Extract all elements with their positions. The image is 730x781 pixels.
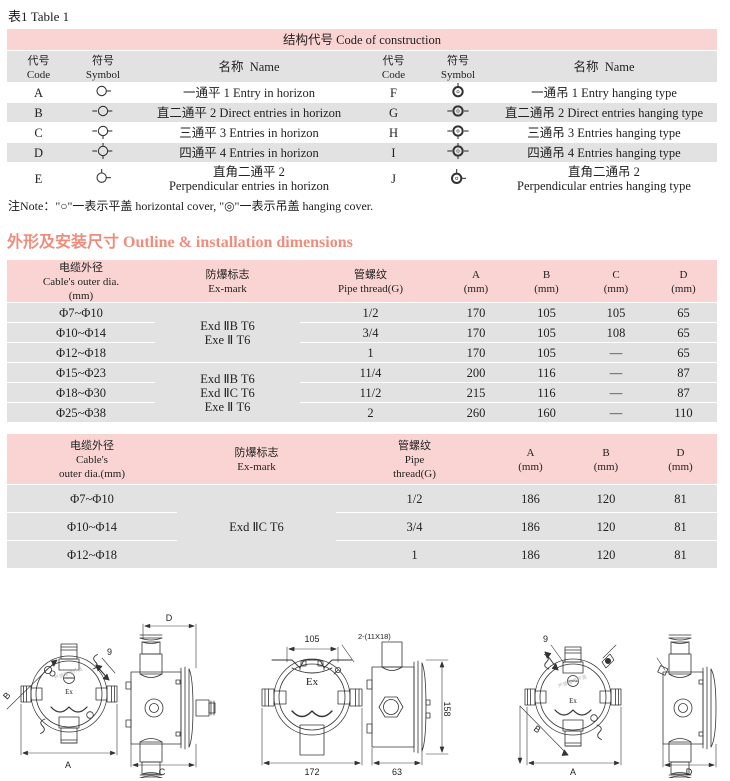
svg-text:D: D xyxy=(166,613,173,623)
svg-text:A: A xyxy=(570,767,576,777)
svg-text:9: 9 xyxy=(543,634,548,644)
svg-text:Ex: Ex xyxy=(569,697,577,705)
svg-text:Ex: Ex xyxy=(306,676,319,688)
svg-text:B: B xyxy=(532,723,543,735)
svg-text:严禁带电开盖: 严禁带电开盖 xyxy=(53,665,84,682)
svg-text:Ex: Ex xyxy=(65,688,73,696)
svg-text:158: 158 xyxy=(442,701,452,716)
svg-text:B: B xyxy=(1,690,12,701)
svg-text:C: C xyxy=(159,767,166,777)
svg-text:A: A xyxy=(65,760,71,770)
svg-text:D: D xyxy=(686,767,693,777)
svg-text:105: 105 xyxy=(304,634,319,644)
svg-text:63: 63 xyxy=(392,767,402,777)
svg-text:172: 172 xyxy=(304,767,319,777)
